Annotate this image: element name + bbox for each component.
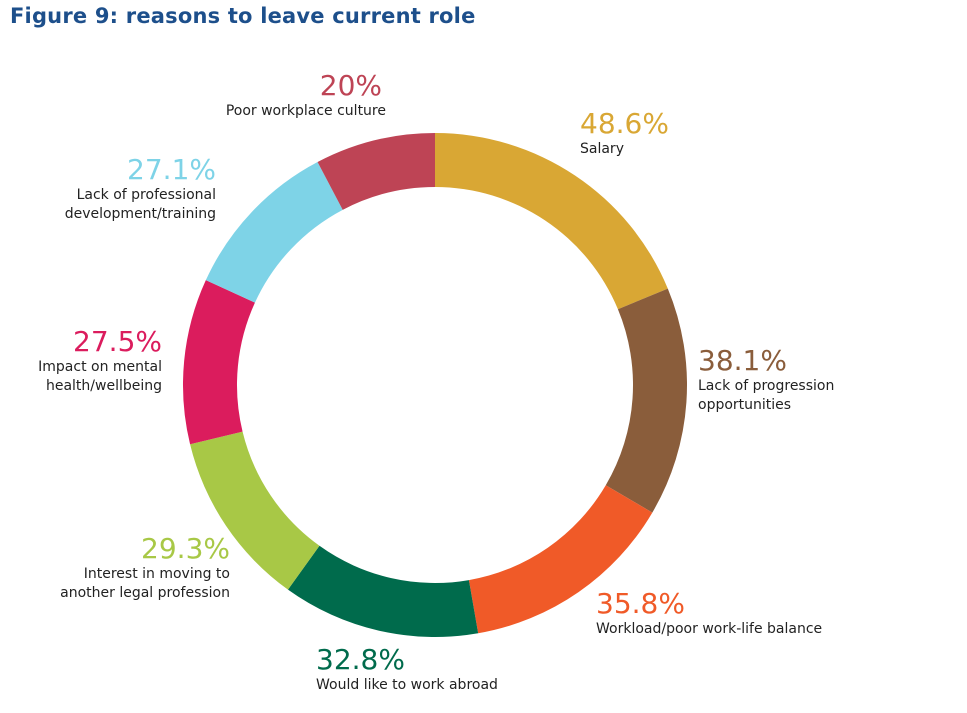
data-label: 29.3%: [141, 532, 230, 565]
label-abroad: 32.8% Would like to work abroad: [316, 644, 498, 695]
data-label: 32.8%: [316, 643, 405, 676]
category-label: Impact on mental health/wellbeing: [38, 359, 162, 394]
category-label: Would like to work abroad: [316, 677, 498, 693]
donut-slice-would-like-to-work-abroad: [287, 545, 479, 637]
donut-slice-interest-in-moving-to-another-legal-profession: [190, 431, 320, 590]
data-label: 20%: [319, 69, 382, 102]
label-progression: 38.1% Lack of progression opportunities: [698, 345, 858, 415]
label-mental-health: 27.5% Impact on mental health/wellbeing: [10, 326, 162, 396]
data-label: 27.1%: [127, 153, 216, 186]
category-label: Poor workplace culture: [225, 103, 386, 119]
label-workplace-culture: 20% Poor workplace culture: [150, 70, 386, 121]
donut-slice-poor-workplace-culture: [317, 133, 435, 210]
donut-slice-lack-of-progression-opportunities: [605, 288, 688, 513]
donut-slice-impact-on-mental-health-wellbeing: [183, 280, 255, 445]
donut-slice-workload-poor-work-life-balance: [468, 485, 653, 634]
data-label: 38.1%: [698, 344, 787, 377]
donut-slice-salary: [435, 133, 668, 310]
label-salary: 48.6% Salary: [580, 108, 669, 159]
label-legal-profession: 29.3% Interest in moving to another lega…: [30, 533, 230, 603]
label-professional-development: 27.1% Lack of professional development/t…: [40, 154, 216, 224]
data-label: 48.6%: [580, 107, 669, 140]
data-label: 27.5%: [73, 325, 162, 358]
donut-slice-lack-of-professional-development-training: [205, 162, 343, 303]
category-label: Interest in moving to another legal prof…: [60, 566, 230, 601]
chart-title: Figure 9: reasons to leave current role: [10, 4, 476, 28]
category-label: Workload/poor work-life balance: [596, 621, 823, 637]
category-label: Salary: [580, 141, 624, 157]
label-workload: 35.8% Workload/poor work-life balance: [596, 588, 822, 639]
category-label: Lack of progression opportunities: [698, 378, 835, 413]
data-label: 35.8%: [596, 587, 685, 620]
category-label: Lack of professional development/trainin…: [64, 187, 216, 222]
